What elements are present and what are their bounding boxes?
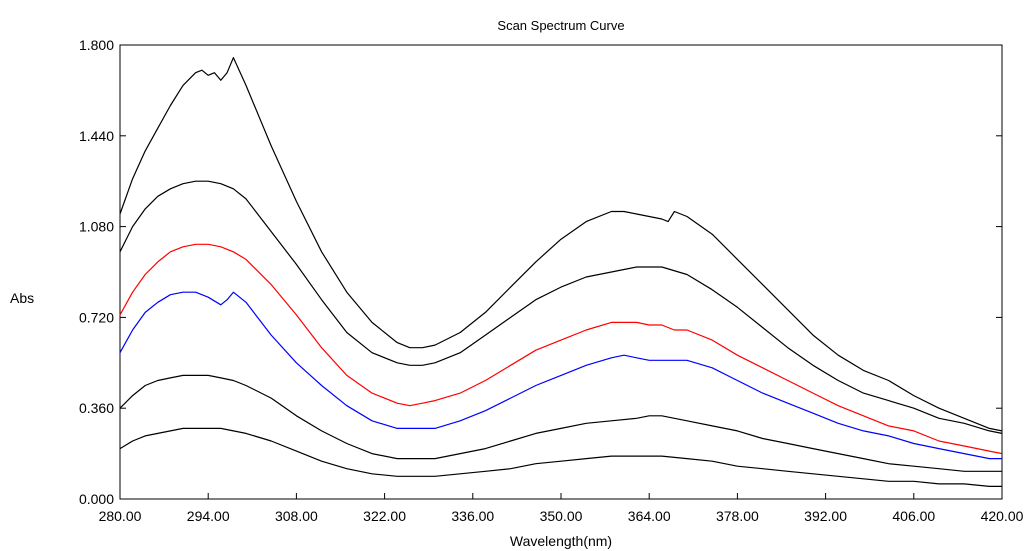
x-tick-label: 336.00 xyxy=(451,508,494,524)
x-tick-label: 406.00 xyxy=(892,508,935,524)
series-line-4 xyxy=(119,291,1002,460)
y-tick-label: 0.360 xyxy=(79,400,114,416)
x-tick-label: 392.00 xyxy=(804,508,847,524)
series-line-6 xyxy=(119,427,1002,487)
axis-ticks: 280.00 294.00 308.00 322.00 336.00 350.00 364.… xyxy=(79,37,1024,524)
x-tick-label: 322.00 xyxy=(363,508,406,524)
y-axis-label: Abs xyxy=(10,290,34,306)
x-tick-label: 378.00 xyxy=(716,508,759,524)
y-tick-label: 0.000 xyxy=(79,491,114,507)
y-tick-label: 0.720 xyxy=(79,309,114,325)
plot-frame xyxy=(119,44,1003,500)
x-tick-label: 280.00 xyxy=(99,508,142,524)
x-tick-label: 364.00 xyxy=(628,508,671,524)
chart-title: Scan Spectrum Curve xyxy=(497,18,624,33)
x-tick-label: 308.00 xyxy=(275,508,318,524)
y-tick-label: 1.080 xyxy=(79,219,114,235)
x-tick-label: 350.00 xyxy=(540,508,583,524)
series-group xyxy=(119,56,1003,487)
x-axis-label: Wavelength(nm) xyxy=(510,533,612,549)
series-line-5 xyxy=(119,374,1002,472)
series-line-1 xyxy=(119,56,1003,432)
series-line-2 xyxy=(119,180,1003,434)
x-tick-label: 420.00 xyxy=(981,508,1024,524)
y-tick-label: 1.440 xyxy=(79,128,114,144)
y-tick-label: 1.800 xyxy=(79,37,114,53)
x-tick-label: 294.00 xyxy=(187,508,230,524)
series-line-3 xyxy=(119,243,1003,455)
